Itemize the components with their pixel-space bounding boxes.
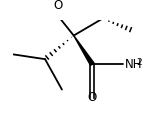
Text: O: O [53,0,62,12]
Text: NH: NH [125,58,143,71]
Polygon shape [74,35,94,65]
Text: O: O [88,91,97,104]
Text: 2: 2 [136,58,142,67]
